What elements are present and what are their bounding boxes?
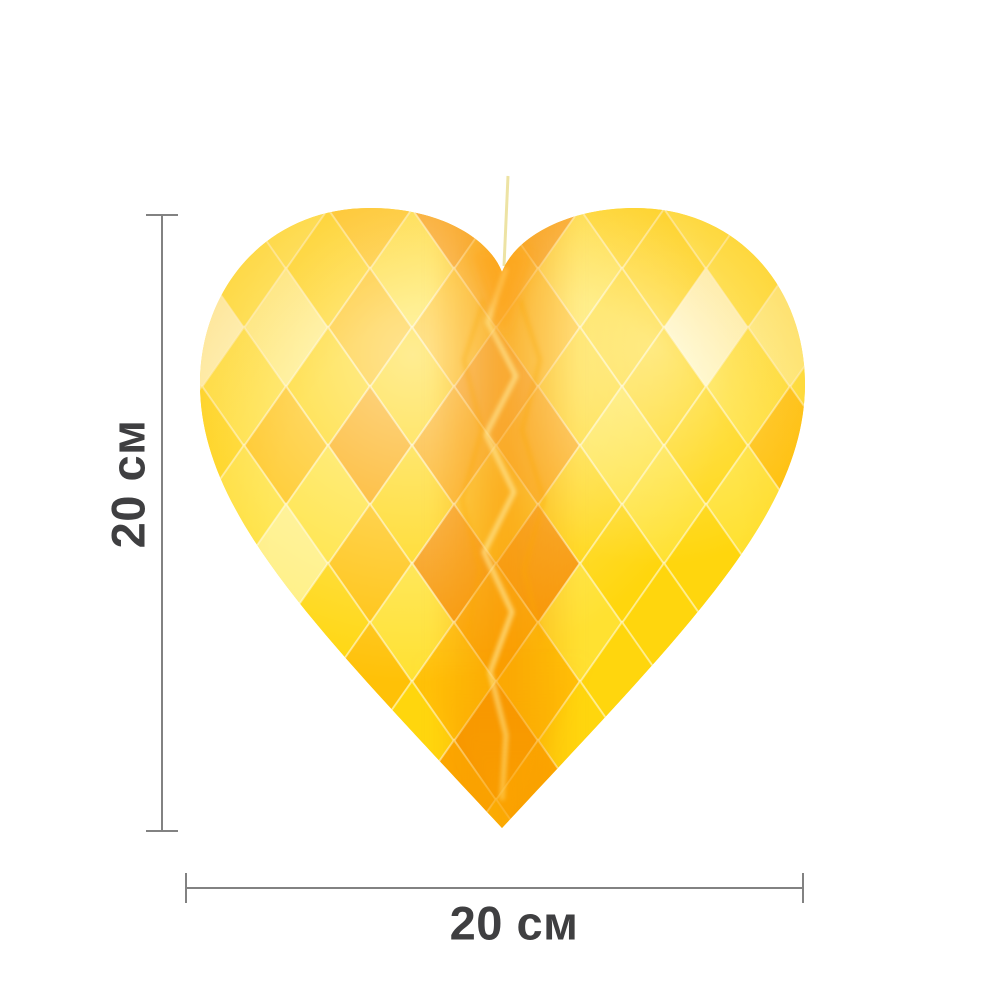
horizontal-dimension-line xyxy=(186,887,803,889)
heart-body xyxy=(200,208,805,828)
vertical-dimension-line xyxy=(161,215,163,831)
height-dimension-label: 20 см xyxy=(101,419,155,549)
width-dimension-label: 20 см xyxy=(449,896,579,950)
vertical-dimension-bottom-cap xyxy=(146,830,178,832)
vertical-dimension-top-cap xyxy=(146,214,178,216)
horizontal-dimension-right-cap xyxy=(802,873,804,903)
hanging-string xyxy=(502,175,510,267)
horizontal-dimension-left-cap xyxy=(185,873,187,903)
